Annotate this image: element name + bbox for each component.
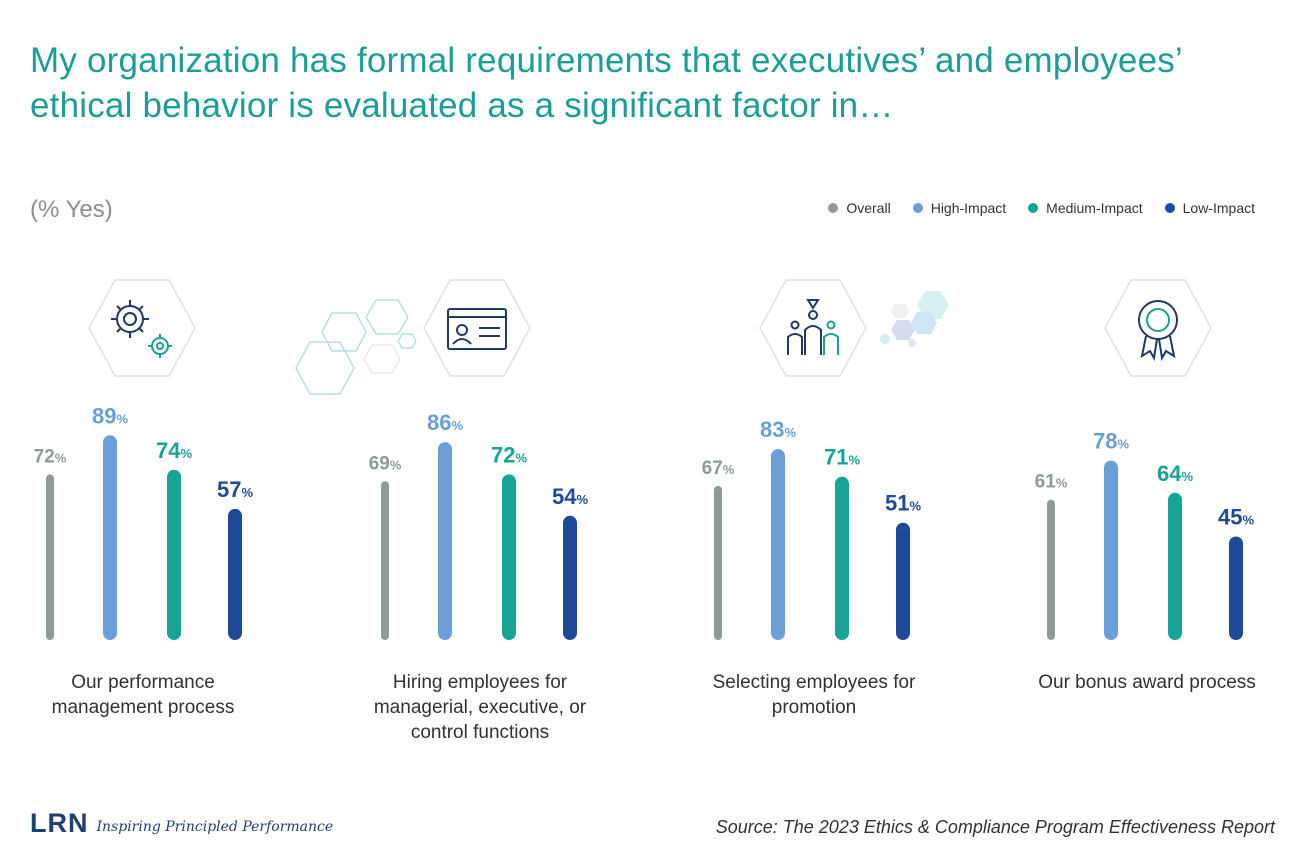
value-label-high-impact-3: 83% — [760, 417, 796, 442]
bar-overall-3 — [714, 485, 722, 640]
legend-swatch-high-impact — [912, 203, 923, 213]
value-label-overall-1: 72% — [34, 446, 67, 467]
legend-label-medium-impact: Medium-Impact — [1046, 200, 1143, 216]
category-label-line: control functions — [410, 722, 550, 743]
value-label-overall-2: 69% — [369, 453, 402, 474]
chart-subtitle: (% Yes) — [30, 196, 113, 223]
legend-item-low-impact: Low-Impact — [1164, 200, 1255, 216]
legend-label-overall: Overall — [846, 200, 891, 216]
legend-label-low-impact: Low-Impact — [1182, 200, 1255, 216]
id-card-icon — [423, 279, 531, 377]
value-label-medium-impact-2: 72% — [491, 442, 527, 467]
value-label-medium-impact-4: 64% — [1157, 461, 1193, 486]
value-label-low-impact-4: 45% — [1218, 505, 1254, 530]
bar-medium-impact-2 — [502, 474, 516, 640]
value-label-low-impact-1: 57% — [217, 477, 253, 502]
category-label-line: managerial, executive, or — [373, 697, 587, 718]
people-promotion-icon — [759, 279, 867, 377]
legend-swatch-medium-impact — [1028, 203, 1039, 213]
bar-low-impact-1 — [228, 508, 242, 640]
value-label-high-impact-2: 86% — [427, 410, 463, 435]
legend: Overall High-Impact Medium-Impact Low-Im… — [828, 200, 1255, 216]
gears-icon — [88, 279, 196, 377]
bar-low-impact-3 — [896, 522, 910, 640]
lrn-logo: LRN — [30, 808, 89, 838]
bars-layer — [46, 435, 1243, 640]
bar-overall-1 — [46, 474, 54, 640]
decorative-hexagons-left — [295, 299, 417, 395]
legend-item-high-impact: High-Impact — [912, 200, 1007, 216]
bar-high-impact-4 — [1104, 460, 1118, 640]
category-label-line: promotion — [771, 697, 857, 718]
decorative-hexagons-right — [880, 291, 949, 347]
bar-overall-4 — [1047, 499, 1055, 640]
bar-low-impact-4 — [1229, 536, 1243, 640]
value-label-low-impact-2: 54% — [552, 484, 588, 509]
source-note: Source: The 2023 Ethics & Compliance Pro… — [715, 817, 1275, 837]
legend-swatch-overall — [828, 203, 839, 213]
bar-medium-impact-4 — [1168, 492, 1182, 640]
category-label-line: Our bonus award process — [1038, 672, 1256, 693]
category-label-line: Selecting employees for — [712, 672, 916, 693]
logo-tagline: Inspiring Principled Performance — [96, 819, 334, 835]
value-label-medium-impact-1: 74% — [156, 438, 192, 463]
legend-swatch-low-impact — [1164, 203, 1175, 213]
legend-item-overall: Overall — [828, 200, 891, 216]
chart-title: My organization has formal requirements … — [30, 41, 1182, 125]
legend-label-high-impact: High-Impact — [930, 200, 1007, 216]
bar-low-impact-2 — [563, 515, 577, 640]
category-label-line: Our performance — [71, 672, 215, 693]
bar-medium-impact-1 — [167, 469, 181, 640]
category-label-1: Our performance management process — [13, 670, 273, 720]
category-label-2: Hiring employees for managerial, executiv… — [350, 670, 610, 745]
category-label-3: Selecting employees for promotion — [684, 670, 944, 720]
bar-high-impact-2 — [438, 442, 452, 640]
value-label-medium-impact-3: 71% — [824, 445, 860, 470]
category-label-line: management process — [51, 697, 235, 718]
bar-overall-2 — [381, 481, 389, 640]
value-labels-layer: 72% 89% 74% 57% 69% 86% 72% 54% 67% 83% 71% 51% 61% 7… — [34, 403, 1255, 529]
award-ribbon-icon — [1104, 279, 1212, 377]
value-label-high-impact-1: 89% — [92, 403, 128, 428]
bar-high-impact-1 — [103, 435, 117, 640]
footer-logo: LRN Inspiring Principled Performance — [30, 810, 333, 837]
value-label-overall-4: 61% — [1035, 472, 1068, 493]
value-label-overall-3: 67% — [702, 458, 735, 479]
bar-medium-impact-3 — [835, 476, 849, 640]
category-label-4: Our bonus award process — [1017, 670, 1277, 695]
category-label-line: Hiring employees for — [392, 672, 568, 693]
bar-high-impact-3 — [771, 449, 785, 640]
legend-item-medium-impact: Medium-Impact — [1028, 200, 1143, 216]
value-label-low-impact-3: 51% — [885, 491, 921, 516]
value-label-high-impact-4: 78% — [1093, 429, 1129, 454]
